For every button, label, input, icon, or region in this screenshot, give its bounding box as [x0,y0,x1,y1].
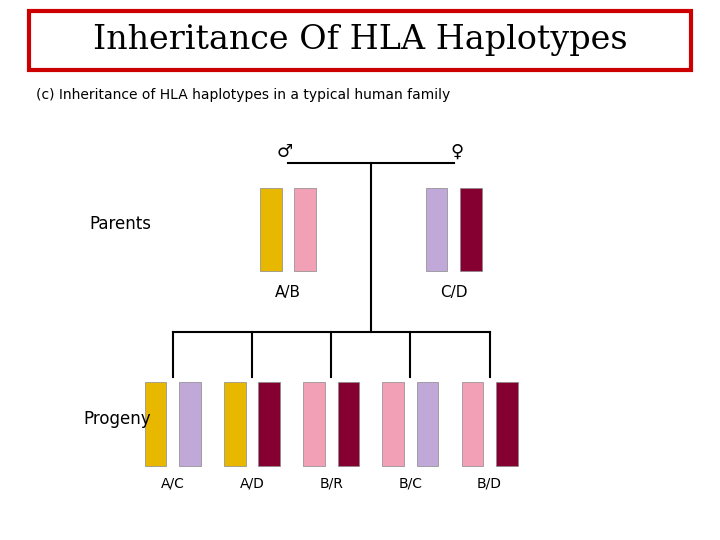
Bar [338,382,359,465]
Text: Parents: Parents [89,215,151,233]
Text: A/B: A/B [275,285,301,300]
Bar [258,382,280,465]
Text: Progeny: Progeny [84,409,151,428]
Bar [417,382,438,465]
Text: B/C: B/C [398,476,423,490]
Bar [294,187,316,271]
Text: (c) Inheritance of HLA haplotypes in a typical human family: (c) Inheritance of HLA haplotypes in a t… [36,87,450,102]
Bar [462,382,483,465]
Text: Inheritance Of HLA Haplotypes: Inheritance Of HLA Haplotypes [93,24,627,57]
Text: C/D: C/D [440,285,467,300]
Bar [496,382,518,465]
Bar [224,382,246,465]
Bar [426,187,447,271]
Bar [382,382,404,465]
Text: A/C: A/C [161,476,185,490]
Text: A/D: A/D [240,476,264,490]
Bar [460,187,482,271]
Bar [303,382,325,465]
Bar [145,382,166,465]
Bar [179,382,201,465]
Text: B/D: B/D [477,476,502,490]
Text: ♀: ♀ [451,143,464,160]
Text: ♂: ♂ [276,143,292,160]
Text: B/R: B/R [319,476,343,490]
Bar [260,187,282,271]
Bar [29,11,691,70]
